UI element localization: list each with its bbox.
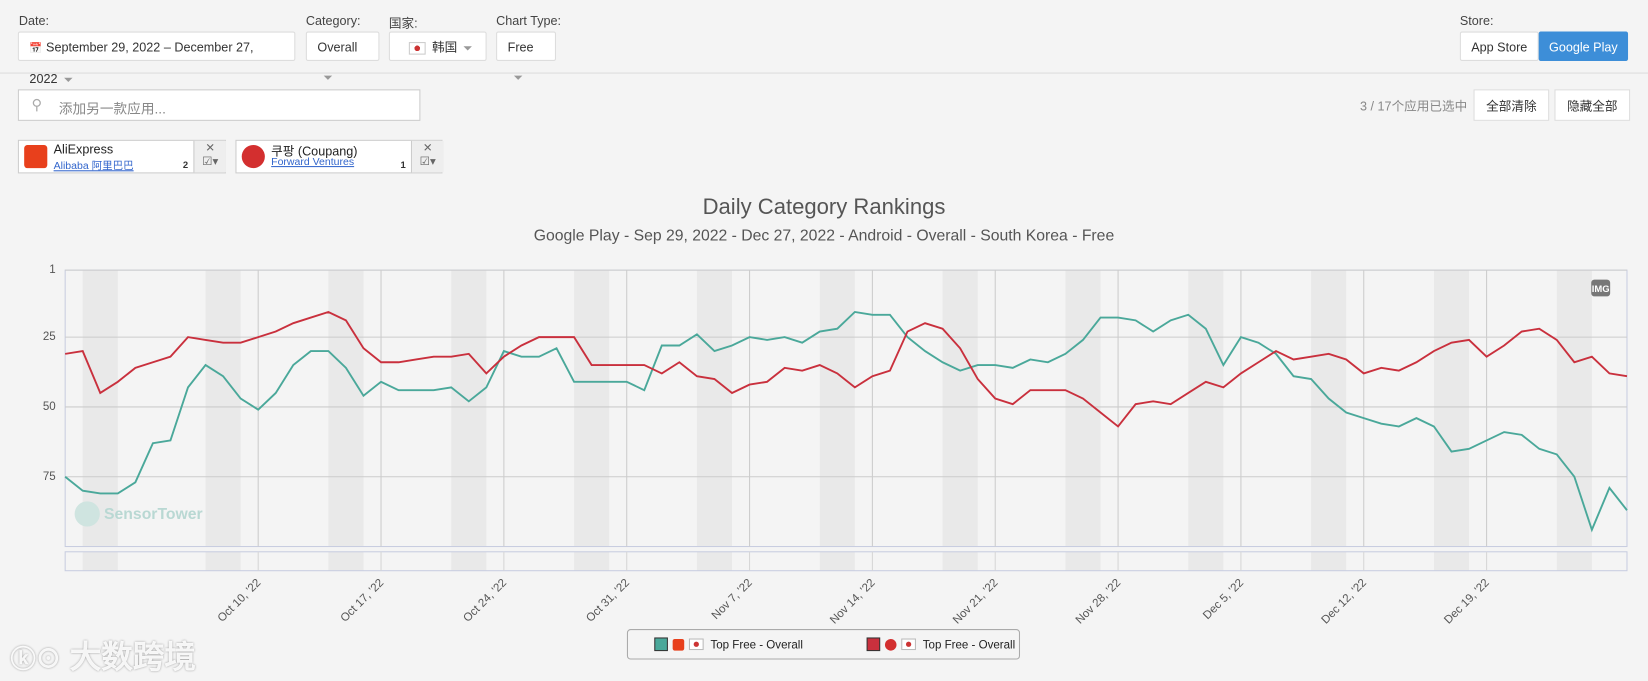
app-card[interactable]: 쿠팡 (Coupang) Forward Ventures 1 ✕ ☑▾ <box>235 139 444 174</box>
y-tick-label: 75 <box>43 471 56 483</box>
weekend-band <box>819 551 855 571</box>
weekend-band <box>1311 551 1347 571</box>
app-options[interactable]: ✕ ☑▾ <box>410 140 444 173</box>
store-button[interactable]: Google Play <box>1538 31 1629 61</box>
hide-all-button[interactable]: 隐藏全部 <box>1554 89 1631 121</box>
weekend-band <box>696 551 733 571</box>
weekend-band <box>1556 270 1592 547</box>
country-select[interactable]: 韩国 <box>388 31 487 61</box>
legend-icon <box>672 639 685 651</box>
series-line <box>65 310 1628 428</box>
footer-watermark: ⓚ⊙ 大数跨境 <box>10 640 196 675</box>
weekend-band <box>574 551 610 571</box>
toolbar <box>0 0 1648 74</box>
weekend-band <box>942 270 978 547</box>
weekend-band <box>1188 551 1224 571</box>
x-tick-label: Oct 24, '22 <box>461 577 509 625</box>
app-icon <box>24 145 48 169</box>
app-count: 1 <box>400 159 406 171</box>
watermark-logo <box>74 501 100 527</box>
badge: IMG <box>1592 284 1610 295</box>
date-label: Date: <box>18 13 50 29</box>
x-tick-label: Oct 31, '22 <box>584 577 632 625</box>
app-name: 쿠팡 (Coupang) <box>271 143 358 159</box>
legend-swatch <box>866 637 881 652</box>
x-tick-label: Nov 28, '22 <box>1074 577 1124 627</box>
store-button[interactable]: App Store <box>1459 31 1539 61</box>
weekend-band <box>205 551 241 571</box>
chart-subtitle: Google Play - Sep 29, 2022 - Dec 27, 202… <box>534 228 1115 245</box>
app-publisher: Forward Ventures <box>271 156 355 169</box>
footer-watermark-text: 大数跨境 <box>69 640 196 675</box>
search-box[interactable]: ⚲ 添加另一款应用... <box>17 89 421 121</box>
weekend-band <box>1556 551 1592 571</box>
category-label: Category: <box>305 13 361 29</box>
app-icon <box>241 145 265 169</box>
chart-type-select[interactable]: Free <box>496 31 556 80</box>
country-label: 国家: <box>388 15 418 31</box>
weekend-band <box>1065 551 1101 571</box>
weekend-band <box>819 270 855 547</box>
legend-flag-dot <box>905 641 912 647</box>
app-publisher: Alibaba 阿里巴巴 <box>53 160 134 173</box>
weekend-band <box>82 551 118 571</box>
legend-swatch <box>654 637 668 652</box>
app-card[interactable]: AliExpress Alibaba 阿里巴巴 2 ✕ ☑▾ <box>17 139 226 174</box>
weekend-band <box>1188 270 1224 547</box>
legend-icon <box>884 639 897 651</box>
badge-bg <box>1591 279 1611 297</box>
search-placeholder: 添加另一款应用... <box>58 100 166 117</box>
weekend-band <box>328 551 364 571</box>
x-tick-label: Nov 14, '22 <box>828 577 878 627</box>
x-tick-label: Dec 19, '22 <box>1442 577 1492 627</box>
x-tick-label: Nov 21, '22 <box>951 577 1001 627</box>
x-tick-label: Dec 12, '22 <box>1319 577 1369 627</box>
navigator <box>64 551 1628 572</box>
date-picker[interactable]: 📅 September 29, 2022 – December 27, 2022 <box>17 31 296 86</box>
app-name: AliExpress <box>53 141 114 157</box>
legend-label: Top Free - Overall <box>923 639 1015 651</box>
date-value: September 29, 2022 – December 27, 2022 <box>29 39 254 87</box>
weekend-band <box>1433 551 1470 571</box>
legend-label: Top Free - Overall <box>710 639 802 651</box>
weekend-band <box>82 270 118 547</box>
x-tick-label: Dec 5, '22 <box>1201 577 1246 622</box>
app-options[interactable]: ✕ ☑▾ <box>193 140 226 173</box>
weekend-band <box>574 270 610 547</box>
app-count: 2 <box>182 159 189 171</box>
category-select[interactable]: Overall <box>305 31 380 80</box>
y-tick-label: 1 <box>49 264 55 276</box>
chart-type-label: Chart Type: <box>496 13 562 29</box>
weekend-band <box>205 270 241 547</box>
weekend-band <box>942 551 978 571</box>
series-line <box>64 310 1628 533</box>
y-tick-label: 50 <box>43 401 56 413</box>
selection-count: 3 / 17个应用已选中 <box>1360 98 1468 114</box>
store-label: Store: <box>1459 13 1494 29</box>
chart-watermark: SensorTower <box>104 506 203 523</box>
chart-type-value: Free <box>507 39 534 55</box>
weekend-band <box>328 270 364 547</box>
x-tick-label: Nov 7, '22 <box>710 577 755 622</box>
category-value: Overall <box>317 39 358 55</box>
chart-title: Daily Category Rankings <box>703 194 946 219</box>
clear-all-button[interactable]: 全部清除 <box>1473 89 1550 121</box>
legend-box <box>626 629 1021 660</box>
y-tick-label: 25 <box>43 331 56 343</box>
weekend-band <box>1433 270 1470 547</box>
x-tick-label: Oct 17, '22 <box>339 577 387 625</box>
x-tick-label: Oct 10, '22 <box>216 577 264 625</box>
weekend-band <box>451 551 487 571</box>
country-value: 韩国 <box>431 39 458 55</box>
legend-flag-dot <box>693 641 699 647</box>
weekend-band <box>451 270 487 547</box>
weekend-band <box>696 270 733 547</box>
